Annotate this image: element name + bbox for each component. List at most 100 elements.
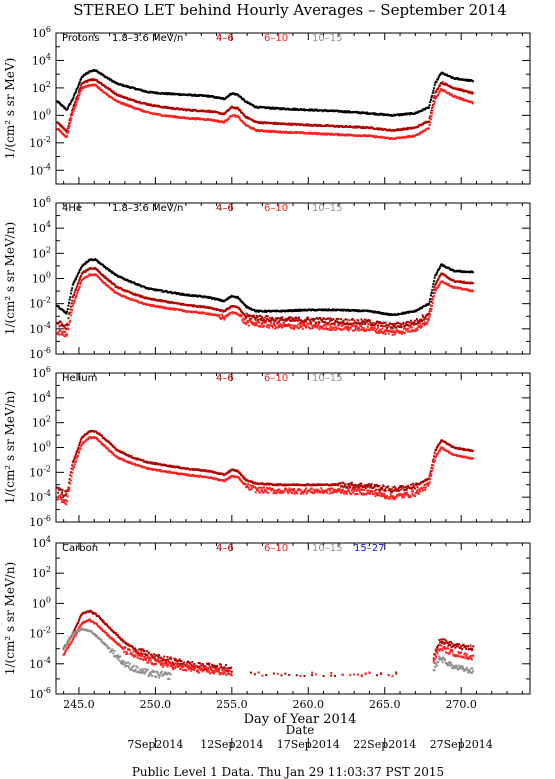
data-point [79, 87, 82, 89]
data-point [433, 87, 436, 90]
data-point [124, 103, 127, 106]
data-point [284, 131, 286, 134]
data-point [396, 488, 399, 491]
data-point [246, 116, 249, 118]
data-point [75, 288, 77, 291]
data-point [429, 310, 432, 313]
data-point [109, 449, 112, 452]
data-point [375, 322, 378, 325]
data-point [433, 103, 436, 105]
data-point [459, 88, 462, 91]
data-point [69, 103, 72, 105]
data-point [244, 315, 247, 318]
data-point [368, 320, 371, 322]
data-point [68, 323, 70, 326]
data-point [275, 317, 278, 320]
data-point [349, 482, 352, 485]
data-point [408, 324, 411, 327]
data-point [411, 486, 414, 489]
data-point [438, 284, 441, 287]
data-point [312, 319, 315, 322]
data-point [269, 317, 272, 320]
legend-entry: 6–10 [264, 203, 288, 214]
data-point [381, 327, 384, 330]
data-point [376, 320, 379, 323]
data-point [247, 321, 249, 324]
data-point [359, 482, 362, 485]
data-point [71, 461, 74, 464]
data-point [327, 322, 330, 325]
data-point [75, 295, 77, 298]
data-point [291, 327, 294, 330]
data-point [346, 486, 349, 489]
data-point [69, 117, 72, 120]
data-point [398, 330, 400, 333]
data-point [370, 322, 373, 325]
data-point [63, 325, 66, 328]
data-point [284, 319, 286, 322]
data-point [304, 325, 307, 328]
data-point [437, 93, 440, 96]
data-point [66, 127, 69, 130]
data-point [341, 485, 344, 488]
data-point [415, 318, 418, 320]
data-point [415, 310, 418, 313]
data-point [420, 307, 423, 310]
data-point [458, 448, 461, 451]
data-point [341, 324, 344, 327]
data-point [58, 330, 61, 333]
data-point [318, 321, 321, 324]
data-point [387, 332, 390, 335]
data-point [369, 321, 372, 324]
data-point [65, 312, 68, 315]
data-point [66, 322, 69, 325]
data-point [87, 71, 90, 74]
data-point [336, 327, 339, 330]
data-point [79, 282, 82, 285]
data-point [245, 100, 248, 103]
data-point [87, 274, 90, 277]
data-point [366, 485, 369, 488]
data-point [364, 323, 367, 326]
data-point [77, 84, 80, 87]
data-point [257, 318, 260, 321]
data-point [428, 300, 431, 303]
data-point [81, 272, 84, 275]
data-point [68, 489, 70, 491]
data-point [364, 321, 367, 324]
data-point [57, 321, 60, 324]
data-point [68, 119, 71, 122]
data-point [97, 86, 100, 89]
data-point [392, 329, 395, 332]
data-point [245, 317, 248, 320]
data-point [331, 328, 334, 331]
data-point [370, 327, 372, 330]
data-point [448, 92, 451, 95]
data-point [270, 321, 272, 324]
legend-entry: Protons [62, 33, 99, 44]
data-point [313, 325, 316, 328]
data-point [308, 326, 311, 329]
data-point [370, 325, 373, 328]
data-point [94, 83, 97, 86]
data-point [173, 307, 176, 310]
legend-entry: 6–10 [264, 33, 288, 44]
data-point [366, 328, 369, 331]
data-point [424, 321, 427, 324]
data-point [116, 292, 119, 295]
data-point [76, 86, 79, 89]
data-point [236, 469, 239, 472]
data-point [247, 324, 250, 327]
data-point [68, 478, 71, 481]
data-point [64, 129, 67, 132]
data-point [221, 317, 224, 319]
data-point [275, 318, 278, 321]
data-point [298, 323, 301, 326]
data-point [422, 318, 425, 321]
data-point [86, 85, 89, 88]
data-point [245, 321, 248, 324]
data-point [97, 276, 100, 279]
data-point [433, 288, 436, 291]
data-point [104, 276, 107, 279]
data-point [438, 91, 441, 94]
